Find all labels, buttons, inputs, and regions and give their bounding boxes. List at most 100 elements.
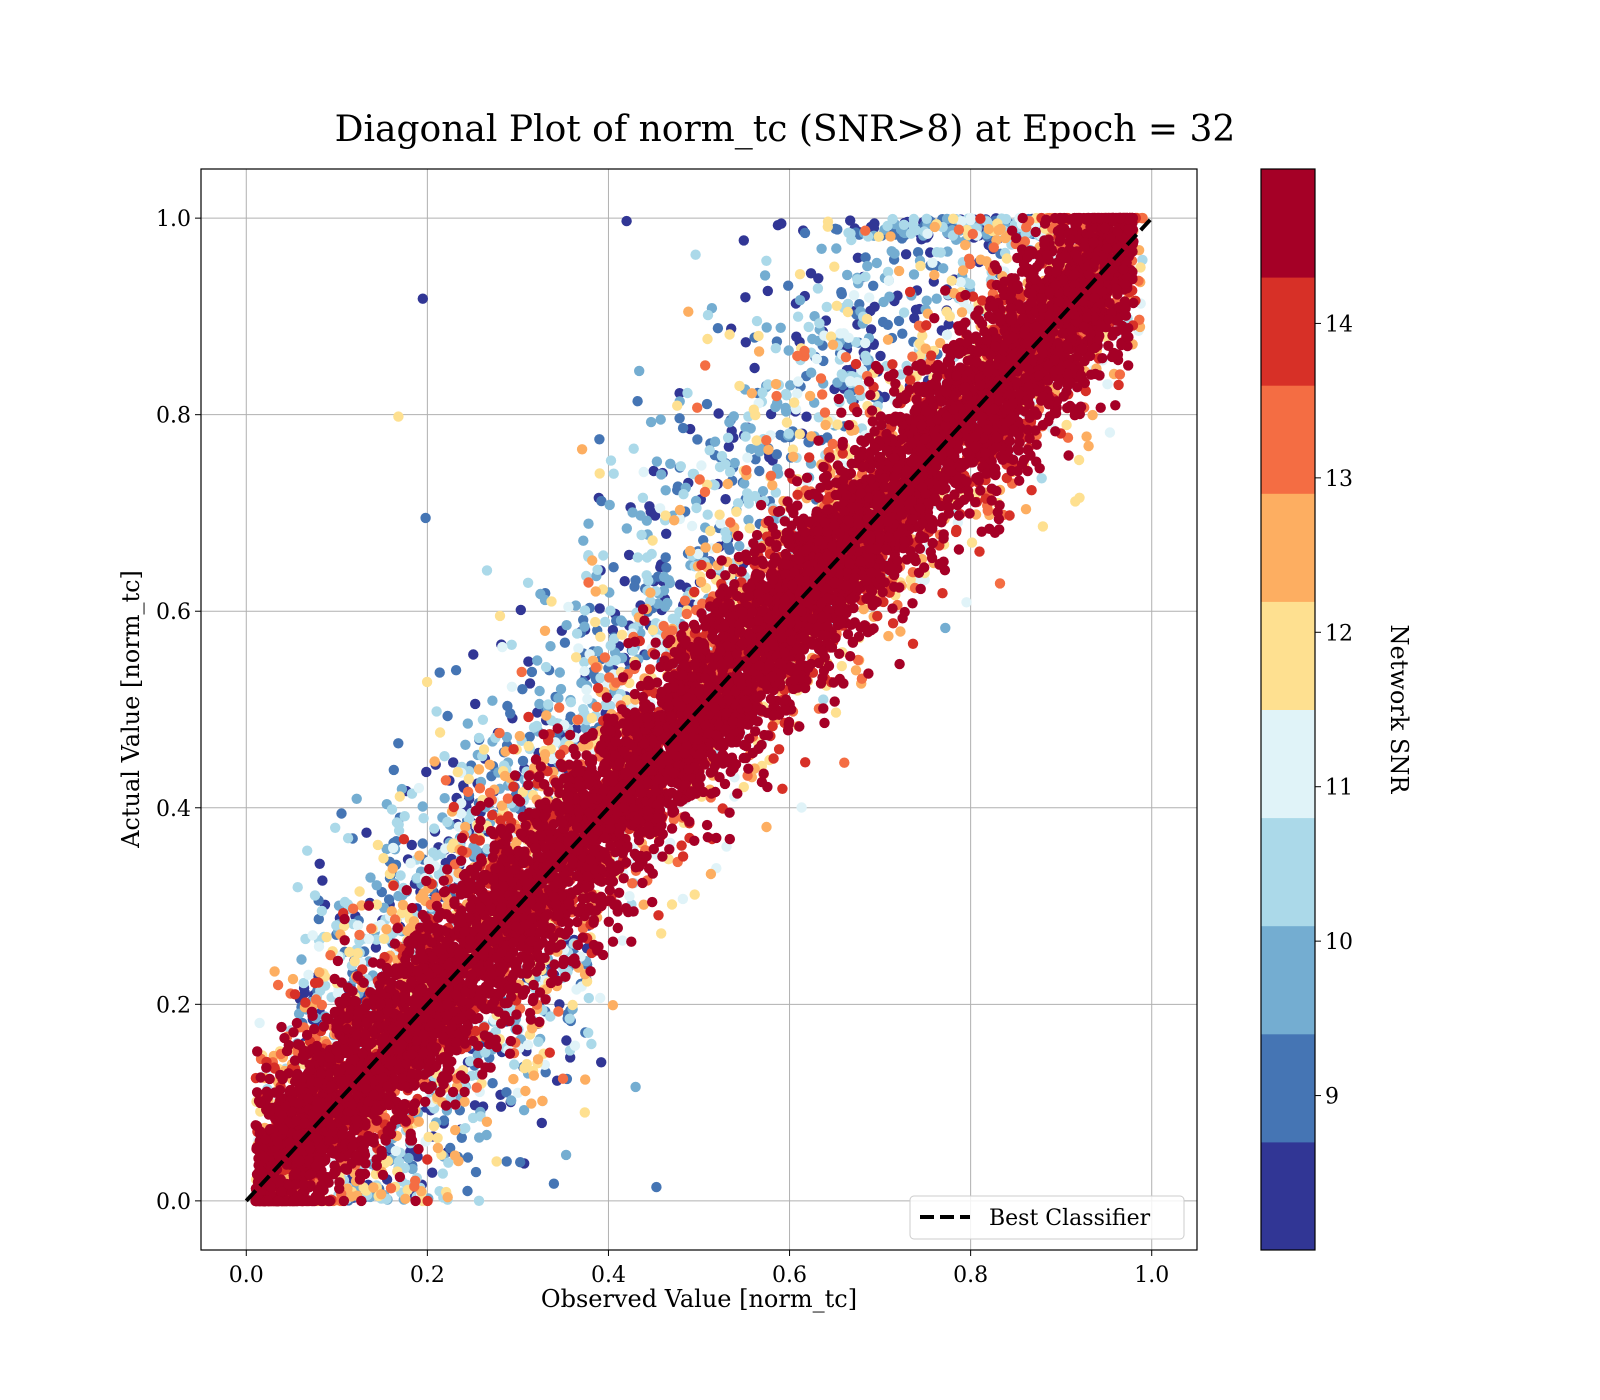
scatter-point xyxy=(576,444,588,455)
scatter-point xyxy=(502,700,513,712)
scatter-point xyxy=(725,517,736,528)
scatter-points xyxy=(250,212,1148,1207)
scatter-point xyxy=(869,301,880,312)
scatter-point xyxy=(829,261,840,272)
scatter-point xyxy=(836,369,847,380)
scatter-point xyxy=(780,402,791,414)
scatter-point xyxy=(761,322,772,333)
scatter-point xyxy=(579,605,591,616)
scatter-point xyxy=(651,1181,662,1193)
scatter-point xyxy=(344,946,355,958)
scatter-point xyxy=(835,328,846,339)
scatter-point xyxy=(961,597,972,608)
scatter-point xyxy=(587,555,598,566)
scatter-point xyxy=(553,1006,564,1017)
scatter-point xyxy=(555,749,566,760)
scatter-point xyxy=(438,1115,450,1126)
scatter-point xyxy=(793,376,804,387)
scatter-point xyxy=(477,714,489,725)
scatter-point xyxy=(695,576,707,588)
scatter-point xyxy=(594,434,605,445)
scatter-point xyxy=(886,246,897,257)
scatter-point xyxy=(872,610,883,622)
scatter-point xyxy=(473,732,485,744)
scatter-point xyxy=(819,407,831,418)
scatter-point xyxy=(646,548,657,560)
scatter-point xyxy=(564,1013,575,1024)
scatter-point xyxy=(371,880,382,891)
scatter-point xyxy=(494,727,505,739)
scatter-point xyxy=(579,1107,590,1118)
scatter-point xyxy=(553,692,564,704)
scatter-point xyxy=(656,469,667,480)
grid-lines xyxy=(201,169,1197,1250)
scatter-point xyxy=(770,343,781,354)
scatter-point xyxy=(705,525,716,537)
scatter-point xyxy=(471,1082,482,1093)
scatter-point xyxy=(439,793,450,804)
scatter-point xyxy=(666,899,678,910)
scatter-point xyxy=(573,643,584,654)
scatter-point xyxy=(509,1059,520,1070)
scatter-point xyxy=(860,350,871,361)
scatter-point xyxy=(459,1096,470,1107)
scatter-point xyxy=(645,587,656,598)
scatter-point xyxy=(583,577,594,588)
scatter-point xyxy=(931,293,942,304)
scatter-point xyxy=(941,329,953,340)
scatter-point xyxy=(931,247,943,258)
scatter-point xyxy=(938,263,949,274)
scatter-point xyxy=(724,329,735,340)
scatter-point xyxy=(615,615,627,626)
scatter-point xyxy=(804,452,815,463)
scatter-point xyxy=(852,252,864,263)
scatter-point xyxy=(495,1101,507,1112)
scatter-point xyxy=(565,697,577,708)
scatter-point xyxy=(739,478,750,489)
scatter-point xyxy=(805,268,817,279)
scatter-point xyxy=(722,478,733,490)
scatter-point xyxy=(705,868,717,880)
scatter-point xyxy=(871,257,882,269)
scatter-point xyxy=(1026,485,1037,496)
scatter-point xyxy=(423,1131,434,1143)
scatter-point xyxy=(860,337,871,349)
scatter-point xyxy=(607,1000,619,1011)
scatter-point xyxy=(813,273,824,284)
scatter-point xyxy=(378,933,390,944)
scatter-point xyxy=(715,518,726,529)
scatter-point xyxy=(347,903,359,914)
scatter-point xyxy=(724,417,735,428)
scatter-point xyxy=(448,757,459,768)
scatter-point xyxy=(388,764,399,776)
scatter-point xyxy=(840,352,852,363)
scatter-point xyxy=(907,351,918,362)
scatter-point xyxy=(667,613,678,624)
scatter-point xyxy=(801,411,812,422)
scatter-point xyxy=(354,886,365,897)
scatter-point xyxy=(473,764,485,775)
scatter-point xyxy=(548,1178,560,1189)
scatter-point xyxy=(635,510,646,521)
scatter-point xyxy=(862,260,873,272)
scatter-point xyxy=(763,444,774,455)
scatter-point xyxy=(354,929,365,941)
scatter-point xyxy=(491,1156,502,1167)
scatter-point xyxy=(850,358,862,370)
scatter-point xyxy=(579,656,590,668)
scatter-point xyxy=(915,260,926,272)
scatter-point xyxy=(418,888,429,899)
scatter-point xyxy=(975,213,986,224)
scatter-point xyxy=(956,216,967,227)
scatter-point xyxy=(586,1038,597,1050)
scatter-point xyxy=(336,808,347,819)
scatter-point xyxy=(539,749,551,760)
scatter-point xyxy=(630,1081,641,1093)
scatter-point xyxy=(645,416,657,428)
scatter-point xyxy=(534,685,545,697)
scatter-point xyxy=(647,624,659,636)
scatter-point xyxy=(690,249,701,260)
scatter-point xyxy=(450,1124,461,1136)
scatter-point xyxy=(1020,504,1032,515)
scatter-point xyxy=(830,707,842,718)
